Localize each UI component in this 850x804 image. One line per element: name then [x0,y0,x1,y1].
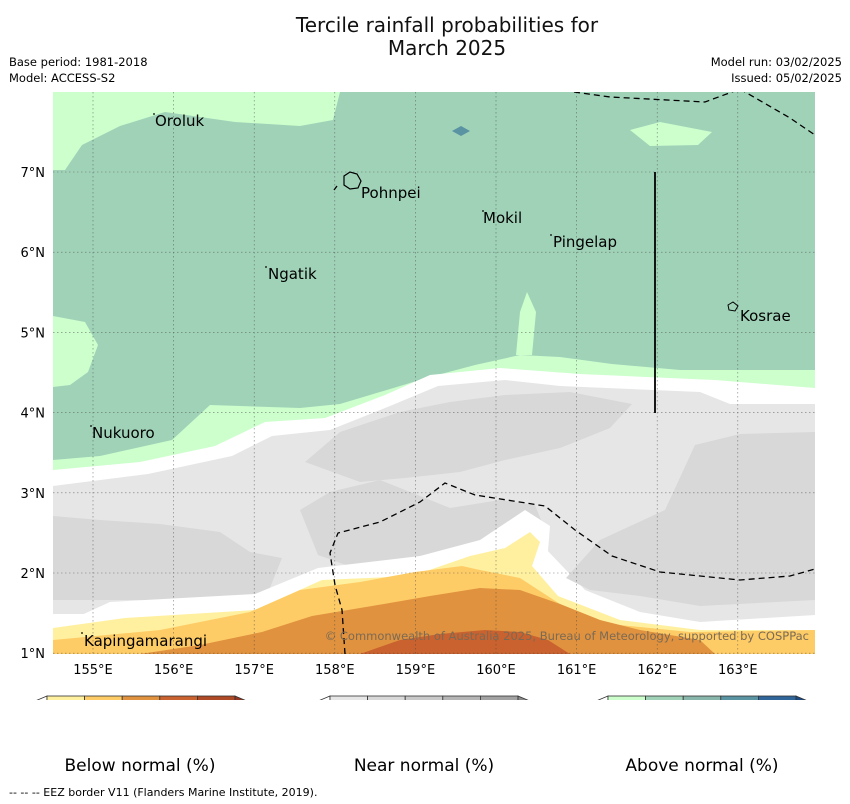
meta-right: Model run: 03/02/2025 Issued: 05/02/2025 [711,54,842,86]
pingelap-atoll [550,234,552,236]
map-figure: Oroluk Pohnpei Mokil Pingelap Ngatik Kos… [21,89,815,700]
longitude-tick-label: 157°E [234,663,274,678]
meta-left: Base period: 1981-2018 Model: ACCESS-S2 [9,54,148,86]
longitude-tick-label: 163°E [718,663,758,678]
longitude-tick-label: 161°E [557,663,597,678]
model-name: Model: ACCESS-S2 [9,71,116,85]
place-label-oroluk: Oroluk [155,112,204,130]
place-label-pingelap: Pingelap [553,233,617,251]
colorbar-segment [121,695,161,700]
colorbar-min-extension [597,695,609,700]
place-label-kapingamarangi: Kapingamarangi [84,632,207,650]
colorbar-max-extension [517,695,529,700]
kapingamarangi-atoll [81,632,83,634]
colorbar-segment [442,695,481,700]
longitude-axis: 155°E 156°E 157°E 158°E 159°E 160°E 161°E 162°E… [73,663,757,678]
longitude-tick-label: 156°E [154,663,194,678]
below-normal-70-region [360,630,570,654]
longitude-tick-label: 160°E [476,663,516,678]
colorbar-min-extension [36,695,48,700]
colorbar-segment [46,695,85,700]
nukuoro-atoll [90,425,92,427]
above-40-patch-northeast [630,122,712,146]
longitude-tick-label: 155°E [73,663,113,678]
above-40-patch-spike [516,292,536,355]
colorbar-near: 405060708090 [319,695,529,700]
longitude-tick-label: 159°E [396,663,436,678]
place-label-kosrae: Kosrae [740,307,791,325]
map-plot-area[interactable]: Oroluk Pohnpei Mokil Pingelap Ngatik Kos… [53,89,815,654]
above-40-patch-north [53,92,340,170]
colorbar-segment [607,695,646,700]
place-label-nukuoro: Nukuoro [92,424,155,442]
near-normal-50-patch-east [566,432,815,606]
title-line-2: March 2025 [387,36,507,60]
legend-title-near: Near normal (%) [353,756,495,776]
latitude-axis: 7°N 6°N 5°N 4°N 3°N 2°N 1°N [21,166,46,662]
near-normal-50-patch-center [305,392,632,482]
title-line-1: Tercile rainfall probabilities for [295,13,599,37]
above-70-spot [452,126,470,136]
latitude-tick-label: 3°N [21,487,46,502]
colorbar-segment [682,695,722,700]
colorbar-segment [196,695,236,700]
copyright-notice: © Commonwealth of Australia 2025, Bureau… [325,629,809,643]
colorbar-min-extension [319,695,331,700]
pohnpei-island-outline [343,171,362,190]
below-normal-60-region [140,588,715,654]
legend-title-below: Below normal (%) [64,756,216,776]
model-run: Model run: 03/02/2025 [710,55,842,69]
legend-title-above: Above normal (%) [625,756,779,776]
longitude-tick-label: 158°E [315,663,355,678]
place-label-mokil: Mokil [483,209,522,227]
latitude-tick-label: 2°N [21,567,46,582]
colorbar-segment [84,695,123,700]
eez-border-south [329,482,815,654]
mokil-atoll [482,210,484,212]
colorbar-segment [479,695,519,700]
colorbar-segment [367,695,406,700]
latitude-tick-label: 1°N [21,647,46,662]
eez-border-north [573,92,734,103]
oroluk-atoll [153,113,155,115]
issued-date: Issued: 05/02/2025 [731,71,842,85]
longitude-tick-label: 162°E [637,663,677,678]
kosrae-island-outline [727,301,739,312]
place-label-pohnpei: Pohnpei [361,184,421,202]
colorbar-segment [404,695,444,700]
legends: 405060708090 405060708090 405060708090 [36,695,807,700]
map-title: Tercile rainfall probabilities for March… [0,14,850,60]
latitude-tick-label: 6°N [21,246,46,261]
place-label-ngatik: Ngatik [268,265,317,283]
base-period: Base period: 1981-2018 [9,55,148,69]
latitude-tick-label: 7°N [21,166,46,181]
colorbar-below: 405060708090 [36,695,246,700]
colorbar-max-extension [795,695,807,700]
colorbar-segment [720,695,759,700]
colorbar-above: 405060708090 [597,695,807,700]
colorbar-segment [329,695,368,700]
latitude-tick-label: 5°N [21,326,46,341]
colorbar-segment [159,695,198,700]
colorbar-segment [645,695,684,700]
ngatik-atoll [265,266,267,268]
colorbar-max-extension [234,695,246,700]
above-40-patch-west [53,316,98,387]
graticule [53,92,815,654]
near-normal-50-patch-west [53,516,282,600]
eez-border-fragment [333,185,338,191]
colorbar-segment [758,695,797,700]
latitude-tick-label: 4°N [21,407,46,422]
eez-footnote: -- -- -- EEZ border V11 (Flanders Marine… [9,786,318,799]
